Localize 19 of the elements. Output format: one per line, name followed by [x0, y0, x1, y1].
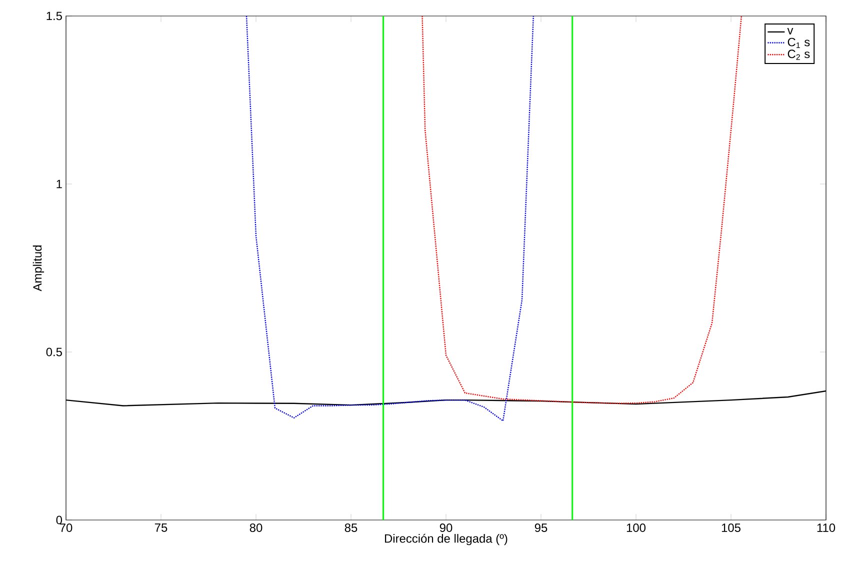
x-tick-label: 85	[344, 524, 358, 532]
y-tick-label: 0.5	[46, 348, 62, 356]
legend-label: C$_{2}$ s	[788, 50, 810, 60]
legend-label: v	[787, 28, 794, 34]
line-series	[422, 16, 742, 404]
x-tick-label: 105	[722, 524, 740, 532]
y-tick-label: 1.5	[46, 12, 62, 20]
y-axis-title: Amplitud	[32, 246, 44, 292]
x-tick-label: 95	[534, 524, 548, 532]
x-tick-label: 110	[817, 524, 836, 532]
y-tick-label: 1	[56, 180, 62, 188]
y-tick-label: 0	[56, 516, 62, 524]
x-tick-label: 90	[440, 524, 452, 532]
x-tick-label: 75	[154, 524, 168, 532]
legend-label: C$_{1}$ s	[788, 38, 810, 48]
x-axis-title: Dirección de llegada (º)	[385, 534, 508, 546]
x-tick-label: 80	[250, 524, 262, 532]
x-tick-label: 100	[626, 524, 646, 532]
x-tick-label: 70	[60, 524, 72, 532]
